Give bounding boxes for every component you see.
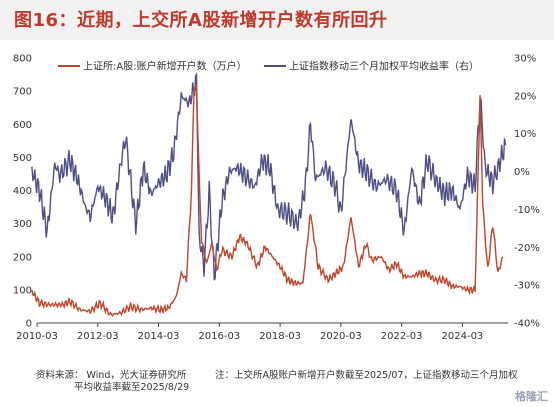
y-left-tick-label: 800 [13,54,32,65]
y-left-tick-label: 100 [13,285,32,296]
page-title: 图16：近期，上交所A股新增开户数有所回升 [14,10,388,31]
x-tick-label: 2020-03 [320,331,362,342]
x-tick-label: 2010-03 [16,331,58,342]
y-left-tick-label: 400 [13,186,32,197]
y-right-tick-label: -30% [514,281,540,292]
y-right-tick-label: 10% [514,129,536,140]
source-line-1: 资料来源： Wind，光大证券研究所 [36,370,187,381]
y-left-tick-label: 700 [13,87,32,98]
footnote: 注：上交所A股账户新增开户数截至2025/07，上证指数移动三个月加权 [215,370,518,381]
y-right-tick-label: 30% [514,54,536,65]
x-tick-label: 2012-03 [77,331,119,342]
y-right-tick-label: -20% [514,243,540,254]
y-right-tick-label: -40% [514,319,540,330]
legend-label-index: 上证指数移动三个月加权平均收益率（右） [289,60,479,73]
y-left-tick-label: 0 [26,319,32,330]
x-tick-label: 2024-03 [442,331,484,342]
y-left-tick-label: 200 [13,252,32,263]
y-left-tick-label: 600 [13,120,32,131]
watermark-logo: 格隆汇 [515,390,548,403]
y-right-tick-label: 0% [514,167,530,178]
title-bar: 图16：近期，上交所A股新增开户数有所回升 [0,0,554,40]
series-line-accounts [31,83,504,317]
y-left-tick-label: 300 [13,219,32,230]
x-tick-label: 2016-03 [198,331,240,342]
y-right-tick-label: 20% [514,91,536,102]
x-tick-label: 2022-03 [381,331,423,342]
x-tick-label: 2014-03 [138,331,180,342]
x-tick-label: 2018-03 [259,331,301,342]
y-right-tick-label: -10% [514,205,540,216]
y-left-tick-label: 500 [13,153,32,164]
source-line-2: 平均收益率截至2025/8/29 [74,382,190,393]
series-line-index [31,72,507,281]
legend-label-accounts: 上证所:A股:账户新增开户数（万户） [83,60,247,73]
